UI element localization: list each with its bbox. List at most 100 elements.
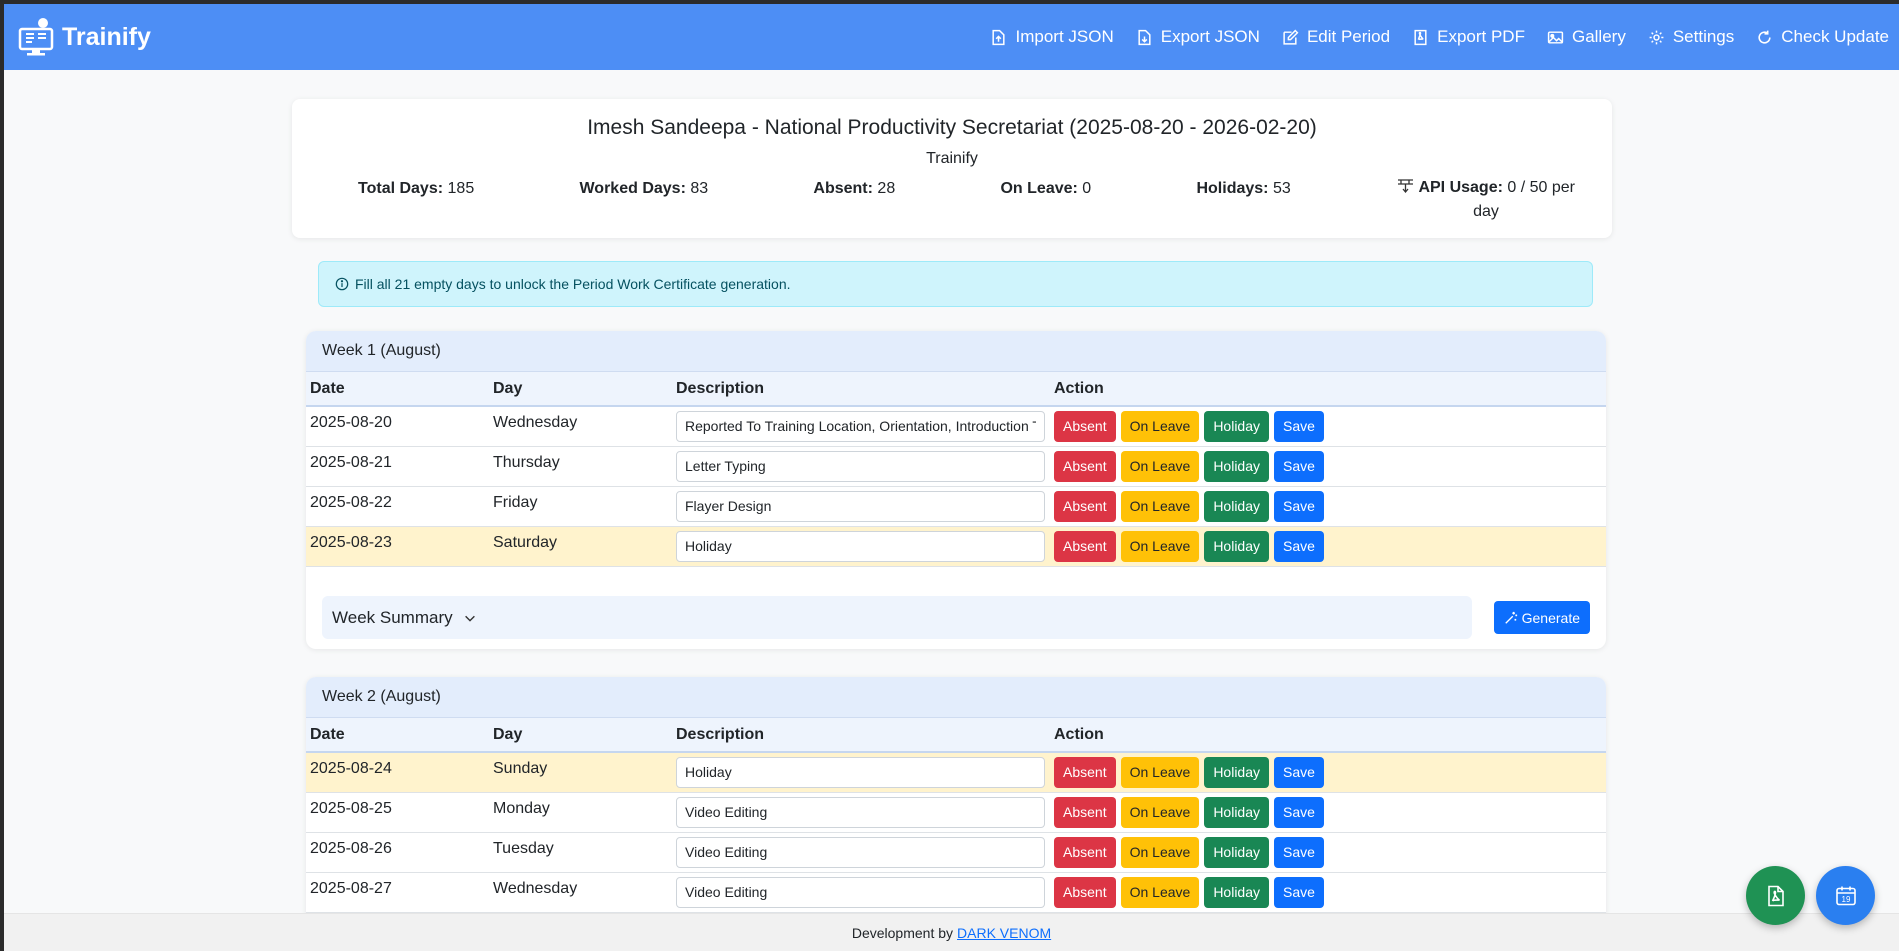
save-button[interactable]: Save	[1274, 410, 1324, 442]
save-button[interactable]: Save	[1274, 876, 1324, 908]
nav-gallery-label: Gallery	[1571, 27, 1626, 46]
on-leave-button[interactable]: On Leave	[1120, 836, 1200, 868]
refresh-icon	[1758, 30, 1771, 44]
holiday-button[interactable]: Holiday	[1204, 410, 1270, 442]
stat-total-days: Total Days: 185	[358, 180, 475, 197]
week-title: Week 2 (August)	[306, 677, 1606, 718]
description-input[interactable]	[676, 490, 1045, 522]
file-export-icon	[1138, 29, 1151, 45]
row-day: Friday	[493, 494, 538, 511]
brand[interactable]: Trainify	[18, 17, 151, 57]
save-button[interactable]: Save	[1274, 490, 1324, 522]
week-summary-toggle[interactable]: Week Summary	[322, 596, 1472, 639]
description-input[interactable]	[676, 836, 1045, 868]
table-row: 2025-08-21 Thursday Absent On Leave Holi…	[306, 446, 1606, 487]
table-row: 2025-08-22 Friday Absent On Leave Holida…	[306, 486, 1606, 527]
api-usage-icon	[1398, 179, 1413, 194]
nav-settings[interactable]: Settings	[1648, 27, 1734, 47]
row-actions: Absent On Leave Holiday Save	[1054, 876, 1606, 908]
on-leave-button[interactable]: On Leave	[1120, 450, 1200, 482]
description-input[interactable]	[676, 756, 1045, 788]
nav-export-pdf[interactable]: Export PDF	[1412, 27, 1525, 47]
holiday-button[interactable]: Holiday	[1204, 530, 1270, 562]
on-leave-button[interactable]: On Leave	[1120, 530, 1200, 562]
row-actions: Absent On Leave Holiday Save	[1054, 796, 1606, 828]
absent-button[interactable]: Absent	[1054, 836, 1116, 868]
nav-gallery[interactable]: Gallery	[1547, 27, 1626, 47]
save-button[interactable]: Save	[1274, 530, 1324, 562]
holiday-button[interactable]: Holiday	[1204, 756, 1270, 788]
holiday-button[interactable]: Holiday	[1204, 876, 1270, 908]
footer-prefix: Development by	[851, 924, 954, 941]
absent-button[interactable]: Absent	[1054, 876, 1116, 908]
description-input[interactable]	[676, 530, 1045, 562]
row-day: Wednesday	[493, 414, 578, 432]
row-day: Sunday	[493, 760, 548, 778]
absent-button[interactable]: Absent	[1054, 756, 1116, 788]
col-date: Date	[306, 372, 489, 407]
week-summary-row: Week Summary Generate	[306, 567, 1606, 649]
holiday-button[interactable]: Holiday	[1204, 450, 1270, 482]
description-input[interactable]	[676, 876, 1045, 908]
generate-label: Generate	[1521, 609, 1580, 626]
row-date: 2025-08-22	[310, 494, 392, 511]
stats-row: Total Days: 185 Worked Days: 83 Absent: …	[292, 179, 1612, 224]
col-action: Action	[1050, 718, 1606, 753]
on-leave-button[interactable]: On Leave	[1120, 410, 1200, 442]
on-leave-button[interactable]: On Leave	[1120, 796, 1200, 828]
trainify-logo-icon	[18, 18, 54, 56]
week-card-2: Week 2 (August) Date Day Description Act…	[306, 677, 1606, 937]
row-actions: Absent On Leave Holiday Save	[1054, 410, 1606, 442]
week-table: Date Day Description Action 2025-08-24 S…	[306, 718, 1606, 913]
row-day: Monday	[493, 800, 550, 817]
nav-export-pdf-label: Export PDF	[1437, 27, 1525, 46]
row-actions: Absent On Leave Holiday Save	[1054, 756, 1606, 788]
on-leave-button[interactable]: On Leave	[1120, 490, 1200, 522]
row-date: 2025-08-23	[310, 534, 392, 551]
week-title: Week 1 (August)	[306, 331, 1606, 372]
export-pdf-fab[interactable]	[1746, 866, 1805, 925]
generate-summary-button[interactable]: Generate	[1493, 601, 1590, 634]
brand-name: Trainify	[62, 22, 151, 51]
description-input[interactable]	[676, 410, 1045, 442]
save-button[interactable]: Save	[1274, 756, 1324, 788]
magic-wand-icon	[1504, 611, 1517, 624]
row-date: 2025-08-21	[310, 454, 392, 471]
description-input[interactable]	[676, 450, 1045, 482]
row-actions: Absent On Leave Holiday Save	[1054, 530, 1606, 562]
nav-edit-period-label: Edit Period	[1306, 27, 1391, 46]
period-title: Imesh Sandeepa - National Productivity S…	[587, 116, 1317, 139]
nav-import-json[interactable]: Import JSON	[990, 27, 1114, 47]
on-leave-button[interactable]: On Leave	[1120, 756, 1200, 788]
pdf-icon	[1414, 29, 1427, 45]
holiday-button[interactable]: Holiday	[1204, 836, 1270, 868]
chevron-down-icon	[464, 615, 475, 622]
description-input[interactable]	[676, 796, 1045, 828]
on-leave-button[interactable]: On Leave	[1120, 876, 1200, 908]
nav-check-update[interactable]: Check Update	[1756, 27, 1889, 47]
nav-menu: Import JSON Export JSON Edit Period Expo…	[990, 27, 1889, 47]
period-header-card: Imesh Sandeepa - National Productivity S…	[292, 99, 1612, 238]
absent-button[interactable]: Absent	[1054, 530, 1116, 562]
calendar-fab[interactable]: 19	[1816, 866, 1875, 925]
nav-export-json[interactable]: Export JSON	[1136, 27, 1260, 47]
absent-button[interactable]: Absent	[1054, 410, 1116, 442]
developer-link[interactable]: DARK VENOM	[957, 924, 1052, 941]
table-row: 2025-08-25 Monday Absent On Leave Holida…	[306, 792, 1606, 833]
col-description: Description	[672, 718, 1050, 753]
holiday-button[interactable]: Holiday	[1204, 796, 1270, 828]
absent-button[interactable]: Absent	[1054, 796, 1116, 828]
save-button[interactable]: Save	[1274, 450, 1324, 482]
absent-button[interactable]: Absent	[1054, 490, 1116, 522]
row-actions: Absent On Leave Holiday Save	[1054, 450, 1606, 482]
week-summary-label: Week Summary	[332, 607, 453, 627]
stat-on-leave: On Leave: 0	[1000, 180, 1092, 197]
holiday-button[interactable]: Holiday	[1204, 490, 1270, 522]
absent-button[interactable]: Absent	[1054, 450, 1116, 482]
file-import-icon	[992, 29, 1006, 45]
save-button[interactable]: Save	[1274, 796, 1324, 828]
save-button[interactable]: Save	[1274, 836, 1324, 868]
nav-edit-period[interactable]: Edit Period	[1282, 27, 1390, 47]
app-window: Trainify Import JSON Export JSON Edit Pe…	[4, 4, 1899, 951]
row-date: 2025-08-24	[310, 760, 392, 778]
